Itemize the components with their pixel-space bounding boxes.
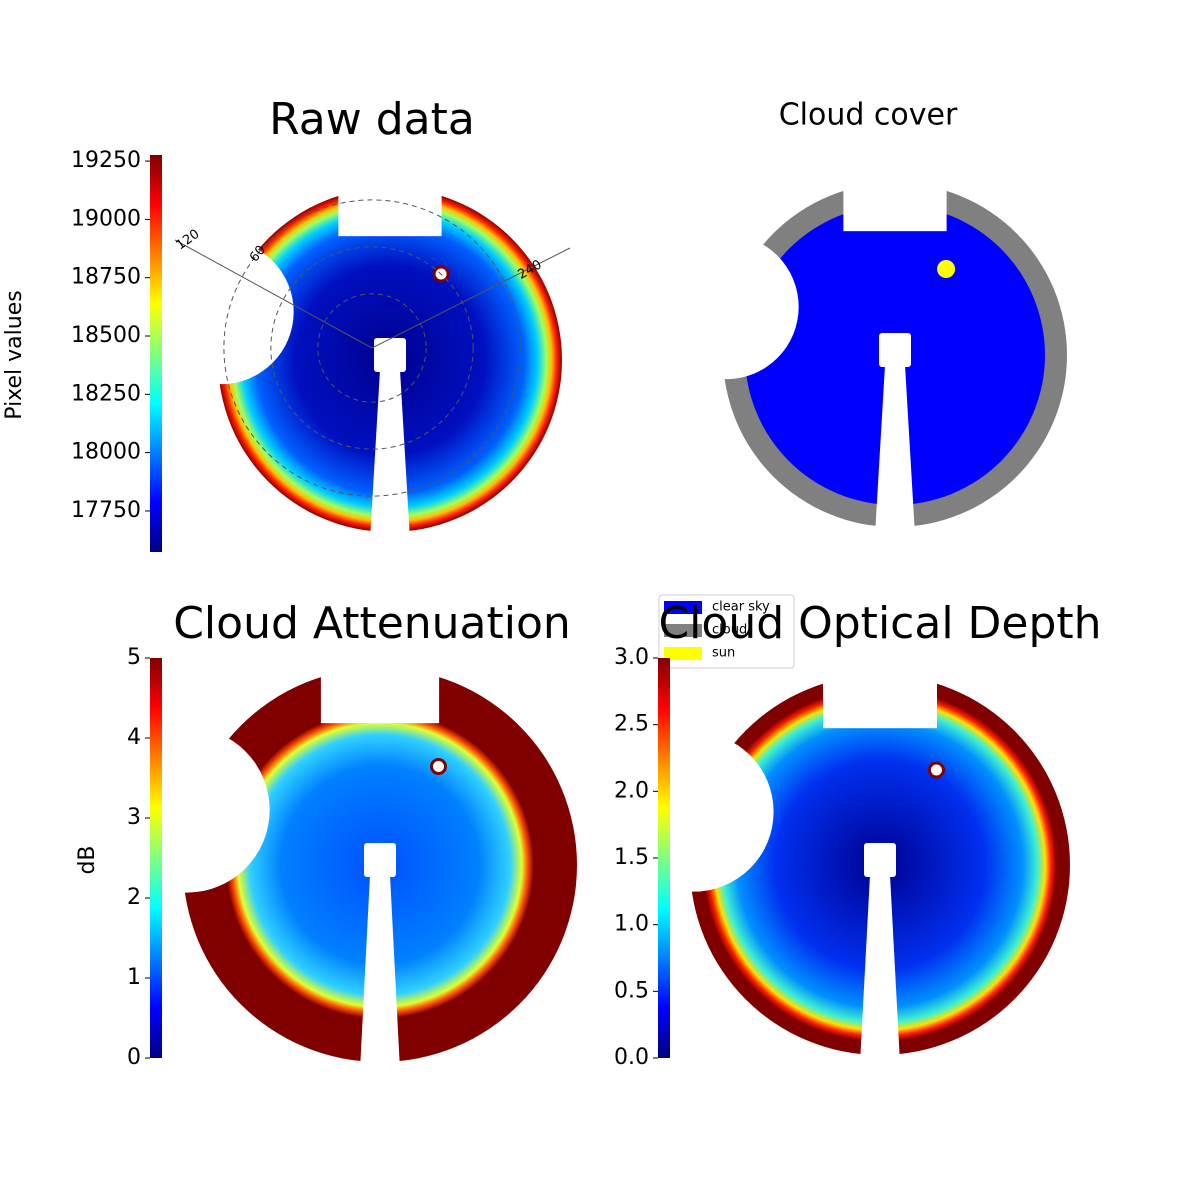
legend-swatch xyxy=(664,601,702,614)
sky-image xyxy=(149,184,562,540)
colorbar-tick-label: 19000 xyxy=(71,206,141,231)
obstruction xyxy=(614,732,774,892)
mast xyxy=(860,875,900,1063)
sun xyxy=(937,260,956,278)
mast-box xyxy=(374,338,406,372)
polar-circle xyxy=(223,199,521,497)
mast xyxy=(875,365,915,535)
polar-circle xyxy=(270,246,474,450)
obstruction xyxy=(149,239,294,385)
colorbar-tick-label: 2.0 xyxy=(614,778,649,803)
colorbar-tick-label: 0.5 xyxy=(614,978,649,1003)
panel-title: Raw data xyxy=(269,94,475,145)
mast-box xyxy=(364,843,396,877)
panel-title: Cloud Optical Depth xyxy=(658,598,1101,649)
legend-swatch xyxy=(664,624,702,637)
legend-swatch xyxy=(664,647,702,660)
obstruction xyxy=(823,671,937,729)
colorbar-tick-label: 1.0 xyxy=(614,912,649,937)
polar-circle xyxy=(317,293,427,403)
mast-box xyxy=(864,843,896,877)
legend-label: cloud xyxy=(712,623,747,638)
colorbar-label: dB xyxy=(75,845,100,874)
legend-label: sun xyxy=(712,646,735,661)
colorbar-label: Pixel values xyxy=(2,290,27,419)
panel-title: Cloud Attenuation xyxy=(173,598,571,649)
obstruction xyxy=(338,184,442,237)
colorbar xyxy=(150,155,162,552)
colorbar-tick-label: 18250 xyxy=(71,381,141,406)
colorbar-tick-label: 18750 xyxy=(71,265,141,290)
colorbar-tick-label: 1 xyxy=(127,965,141,990)
colorbar-tick-label: 2 xyxy=(127,885,141,910)
colorbar-tick-label: 0 xyxy=(127,1045,141,1070)
azimuth-line xyxy=(174,239,373,349)
obstruction xyxy=(104,727,270,893)
colorbar-tick-label: 19250 xyxy=(71,148,141,173)
mast-box xyxy=(879,333,911,367)
sky-image xyxy=(104,664,577,1070)
colorbar-tick-label: 4 xyxy=(127,725,141,750)
sun xyxy=(430,758,448,775)
colorbar-tick-label: 17750 xyxy=(71,498,141,523)
polar-grid xyxy=(223,199,521,497)
colorbar-tick-label: 0.0 xyxy=(614,1045,649,1070)
obstruction xyxy=(654,234,799,380)
panel-title: Cloud cover xyxy=(779,98,958,133)
sky-image xyxy=(614,671,1070,1063)
mast xyxy=(370,370,410,540)
colorbar-tick-label: 18000 xyxy=(71,440,141,465)
colorbar-tick-label: 1.5 xyxy=(614,845,649,870)
colorbar-tick-label: 2.5 xyxy=(614,712,649,737)
legend: clear sky cloud sun xyxy=(658,594,795,669)
colorbar-tick-label: 5 xyxy=(127,645,141,670)
colorbar xyxy=(658,658,670,1058)
sun xyxy=(927,761,945,779)
azimuth-line xyxy=(371,247,571,349)
mast xyxy=(360,875,400,1070)
colorbar-tick-label: 18500 xyxy=(71,323,141,348)
colorbar-tick-label: 3.0 xyxy=(614,645,649,670)
colorbar-tick-label: 3 xyxy=(127,805,141,830)
colorbar xyxy=(150,658,162,1058)
obstruction xyxy=(320,664,440,724)
legend-label: clear sky xyxy=(712,600,770,615)
sky-image xyxy=(654,179,1067,535)
obstruction xyxy=(843,179,947,232)
